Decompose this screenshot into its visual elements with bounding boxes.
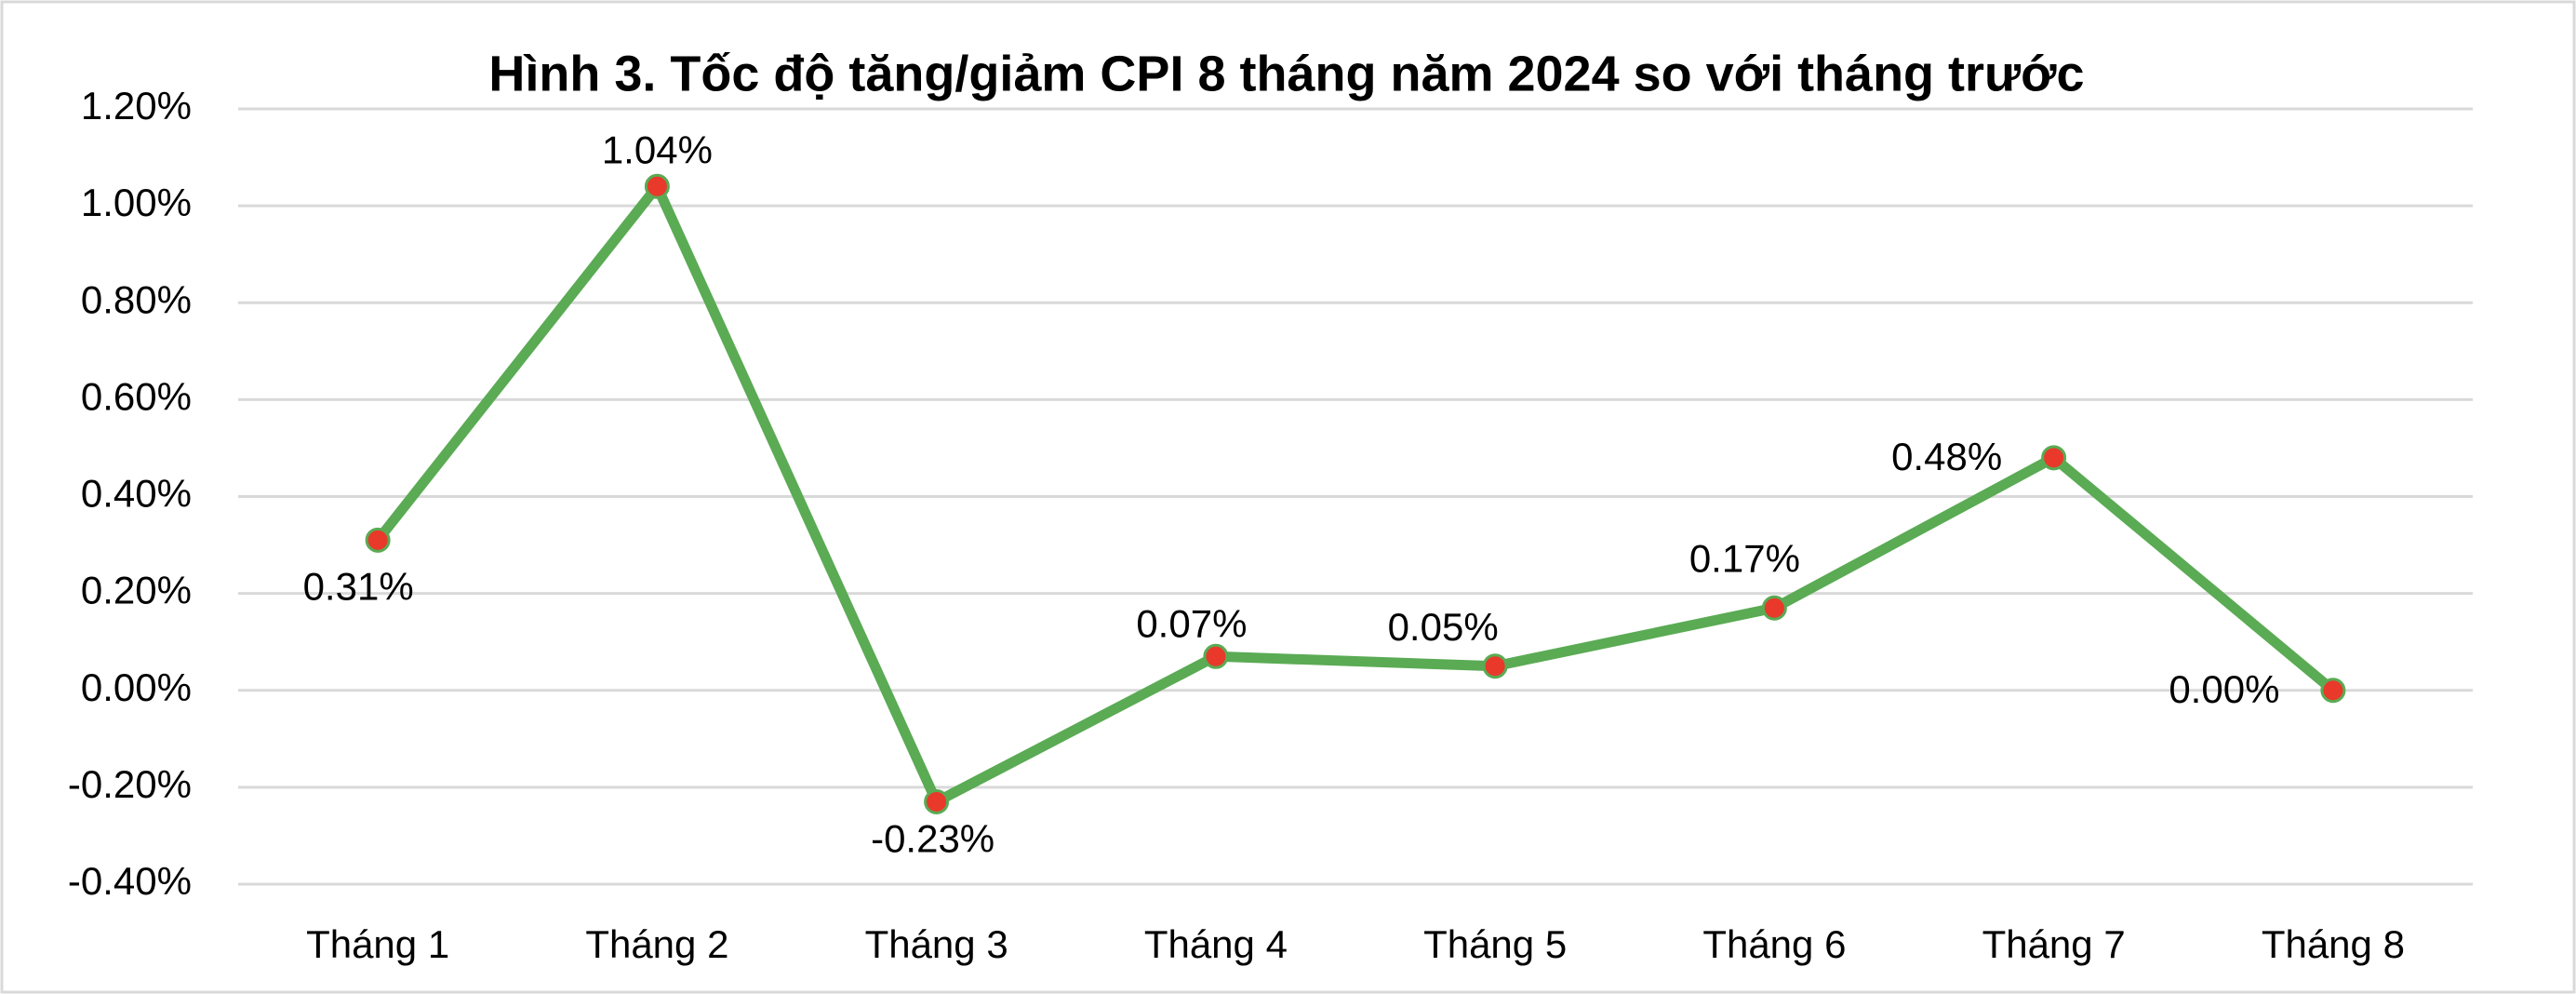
x-tick-label: Tháng 8: [2262, 922, 2405, 966]
y-tick-label: 0.40%: [81, 472, 192, 516]
y-tick-label: -0.40%: [68, 859, 192, 903]
marker: [644, 173, 670, 199]
y-tick-label: 0.20%: [81, 569, 192, 612]
x-tick-label: Tháng 6: [1702, 922, 1846, 966]
x-tick-label: Tháng 1: [306, 922, 449, 966]
marker: [924, 788, 950, 814]
data-label: 0.48%: [1891, 435, 2002, 478]
marker: [1203, 643, 1229, 669]
line: [373, 181, 2337, 807]
marker: [2041, 445, 2067, 471]
x-tick-label: Tháng 2: [585, 922, 728, 966]
chart-title: Hình 3. Tốc độ tăng/giảm CPI 8 tháng năm…: [488, 46, 2084, 101]
y-tick-label: 1.20%: [81, 84, 192, 128]
marker: [365, 527, 391, 553]
x-tick-label: Tháng 5: [1423, 922, 1567, 966]
data-label: 0.17%: [1689, 536, 1800, 580]
marker: [1761, 595, 1787, 621]
y-tick-label: 1.00%: [81, 181, 192, 224]
data-label: -0.23%: [871, 817, 994, 861]
data-label: 0.31%: [303, 564, 414, 608]
data-label: 0.07%: [1136, 601, 1247, 645]
y-tick-label: 0.60%: [81, 374, 192, 418]
y-tick-label: 0.00%: [81, 665, 192, 709]
x-tick-label: Tháng 7: [1982, 922, 2126, 966]
data-label: 0.05%: [1388, 605, 1499, 649]
marker: [2320, 678, 2346, 704]
y-tick-label: 0.80%: [81, 277, 192, 321]
x-tick-label: Tháng 4: [1144, 922, 1288, 966]
data-label: 0.00%: [2169, 667, 2279, 711]
y-tick-label: -0.20%: [68, 762, 192, 806]
data-label: 1.04%: [602, 128, 713, 171]
x-tick-label: Tháng 3: [865, 922, 1008, 966]
marker: [1482, 653, 1508, 679]
